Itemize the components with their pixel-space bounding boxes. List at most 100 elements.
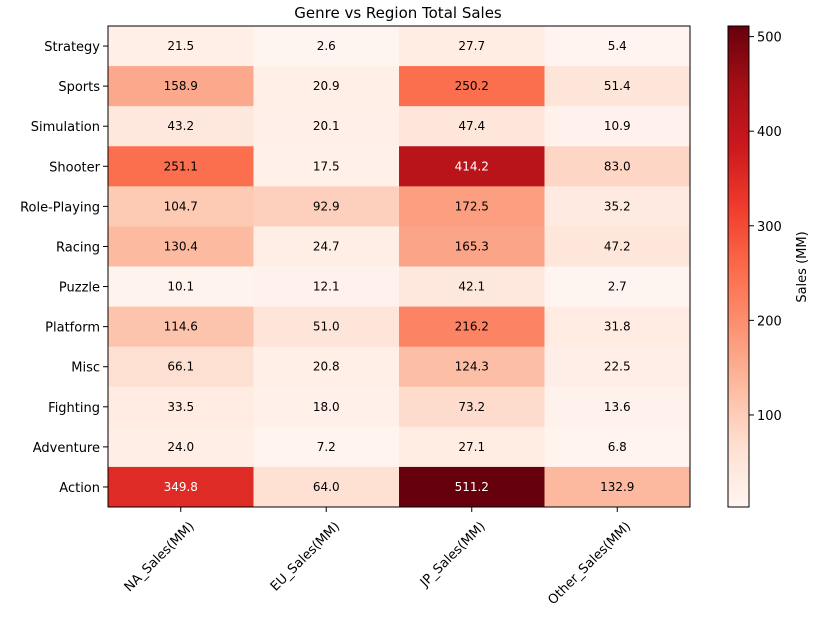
heatmap-cell [108,186,254,227]
colorbar-tick-label: 300 [757,220,782,235]
cell-value-label: 114.6 [164,320,198,334]
cell-value-label: 172.5 [455,199,489,213]
heatmap-cell [399,186,545,227]
heatmap-cell [544,146,691,187]
heatmap-cell [108,426,254,468]
cell-value-label: 20.1 [313,119,340,133]
cell-value-label: 27.7 [458,39,485,53]
cell-value-label: 13.6 [604,400,631,414]
heatmap-cell [253,426,400,468]
cell-value-label: 35.2 [604,199,631,213]
heatmap-cell [253,66,400,107]
heatmap-cell [544,66,691,107]
cell-value-label: 7.2 [317,440,336,454]
cell-value-label: 27.1 [458,440,485,454]
cell-value-label: 24.7 [313,239,340,253]
cell-value-label: 349.8 [164,480,198,494]
heatmap-cell [108,346,254,388]
heatmap-cell [399,346,545,388]
cell-value-label: 6.8 [608,440,627,454]
heatmap-cell [253,386,400,428]
heatmap-cell [544,186,691,227]
chart-title: Genre vs Region Total Sales [294,4,502,22]
cell-value-label: 132.9 [600,480,634,494]
colorbar-tick-label: 400 [757,125,782,140]
colorbar-tick-label: 200 [757,314,782,329]
cell-value-labels: 21.5 2.6 27.7 5.4 158.9 20.9 250.2 51.4 43.2 20.1… [164,39,635,494]
cell-value-label: 250.2 [455,79,489,93]
cell-value-label: 83.0 [604,159,631,173]
heatmap-cell [544,466,691,508]
cell-value-label: 43.2 [167,119,194,133]
cell-value-label: 66.1 [167,360,194,374]
heatmap-cell [108,266,254,308]
heatmap-cell [399,386,545,428]
cell-value-label: 47.4 [458,119,485,133]
heatmap-cell [108,66,254,107]
heatmap-cell [108,306,254,348]
cell-value-label: 5.4 [608,39,627,53]
heatmap-cell [544,26,691,67]
heatmap-cell [399,306,545,348]
heatmap-cell [253,186,400,227]
heatmap-cells [108,26,691,508]
cell-value-label: 51.4 [604,79,631,93]
colorbar [727,25,750,508]
y-tick-label: Simulation [31,120,100,135]
cell-value-label: 165.3 [455,239,489,253]
cell-value-label: 24.0 [167,440,194,454]
cell-value-label: 92.9 [313,199,340,213]
colorbar-ticks: 100 200 300 400 500 [749,31,782,424]
y-tick-label: Puzzle [59,281,100,296]
heatmap-cell [253,266,400,308]
y-tick-label: Platform [45,321,100,336]
colorbar-tick-label: 100 [757,409,782,424]
cell-value-label: 73.2 [458,400,485,414]
heatmap-cell [399,146,545,187]
heatmap-cell [253,26,400,67]
cell-value-label: 17.5 [313,159,340,173]
heatmap-cell [544,426,691,468]
colorbar-label: Sales (MM) [795,231,810,302]
x-tick-label: EU_Sales(MM) [268,519,343,594]
cell-value-label: 10.9 [604,119,631,133]
heatmap-cell [544,346,691,388]
cell-value-label: 33.5 [167,400,194,414]
heatmap-cell [108,106,254,147]
y-tick-label: Adventure [33,441,100,456]
cell-value-label: 21.5 [167,39,194,53]
heatmap-cell [399,466,545,508]
cell-value-label: 18.0 [313,400,340,414]
heatmap-cell [399,266,545,308]
cell-value-label: 2.6 [317,39,336,53]
heatmap-cell [253,146,400,187]
cell-value-label: 10.1 [167,280,194,294]
cell-value-label: 42.1 [458,280,485,294]
cell-value-label: 158.9 [164,79,198,93]
y-tick-label: Strategy [44,40,100,55]
heatmap-cell [399,106,545,147]
y-tick-label: Sports [58,80,100,95]
cell-value-label: 20.8 [313,360,340,374]
x-axis: NA_Sales(MM) EU_Sales(MM) JP_Sales(MM) Othe… [122,507,634,608]
y-tick-label: Shooter [49,160,100,175]
cell-value-label: 511.2 [455,480,489,494]
y-tick-label: Role-Playing [20,200,100,215]
heatmap-cell [544,226,691,267]
heatmap-cell [253,226,400,267]
heatmap-cell [253,306,400,348]
colorbar-tick-label: 500 [757,31,782,46]
cell-value-label: 130.4 [164,239,198,253]
cell-value-label: 12.1 [313,280,340,294]
heatmap-cell [399,426,545,468]
heatmap-cell [544,386,691,428]
heatmap-cell [253,106,400,147]
cell-value-label: 20.9 [313,79,340,93]
y-axis: Strategy Sports Simulation Shooter Role-Play… [20,40,108,496]
heatmap-cell [399,26,545,67]
cell-value-label: 31.8 [604,320,631,334]
y-tick-label: Racing [56,240,100,255]
cell-value-label: 47.2 [604,239,631,253]
cell-value-label: 251.1 [164,159,198,173]
